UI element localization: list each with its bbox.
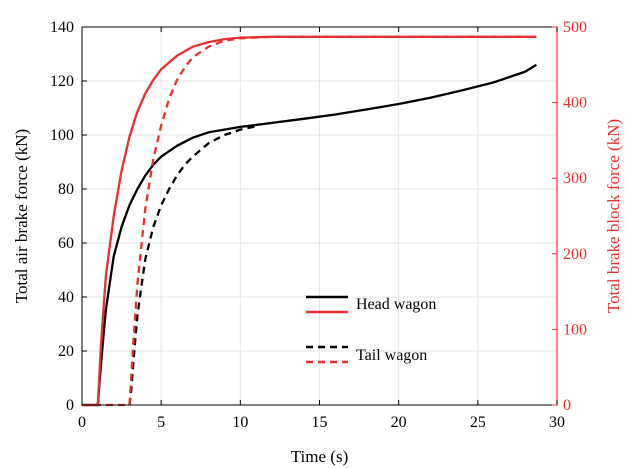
y-right-tick-label: 200 — [563, 246, 587, 263]
x-tick-label: 5 — [157, 414, 165, 431]
y-axis-right-label: Total brake block force (kN) — [604, 119, 623, 313]
y-axis-left-label: Total air brake force (kN) — [12, 129, 31, 303]
y-left-tick-label: 80 — [58, 181, 74, 198]
series-line-1 — [82, 35, 537, 407]
series-line-2 — [128, 125, 257, 406]
y-left-tick-label: 120 — [50, 73, 74, 90]
ticks: 0 5 10 15 20 25 300204060801001201400100200300… — [50, 19, 587, 431]
grid — [82, 27, 557, 405]
x-axis-label: Time (s) — [291, 447, 348, 466]
x-tick-label: 0 — [78, 414, 86, 431]
y-right-tick-label: 300 — [563, 170, 587, 187]
y-left-tick-label: 100 — [50, 127, 74, 144]
y-left-tick-label: 0 — [66, 397, 74, 414]
y-left-tick-label: 60 — [58, 235, 74, 252]
x-tick-label: 25 — [470, 414, 486, 431]
x-tick-label: 15 — [312, 414, 328, 431]
x-tick-label: 10 — [232, 414, 248, 431]
y-right-tick-label: 500 — [563, 19, 587, 36]
y-right-tick-label: 0 — [563, 397, 571, 414]
legend-tail-wagon: Tail wagon — [356, 347, 427, 364]
series-line-0 — [82, 63, 538, 407]
x-tick-label: 20 — [391, 414, 407, 431]
legend: Head wagon Tail wagon — [306, 295, 436, 364]
legend-head-wagon: Head wagon — [356, 296, 436, 313]
y-right-tick-label: 100 — [563, 321, 587, 338]
y-right-tick-label: 400 — [563, 95, 587, 112]
x-tick-label: 30 — [549, 414, 565, 431]
series-line-3 — [82, 35, 537, 407]
series-layer — [82, 35, 538, 407]
y-left-tick-label: 40 — [58, 289, 74, 306]
y-left-tick-label: 140 — [50, 19, 74, 36]
y-left-tick-label: 20 — [58, 343, 74, 360]
